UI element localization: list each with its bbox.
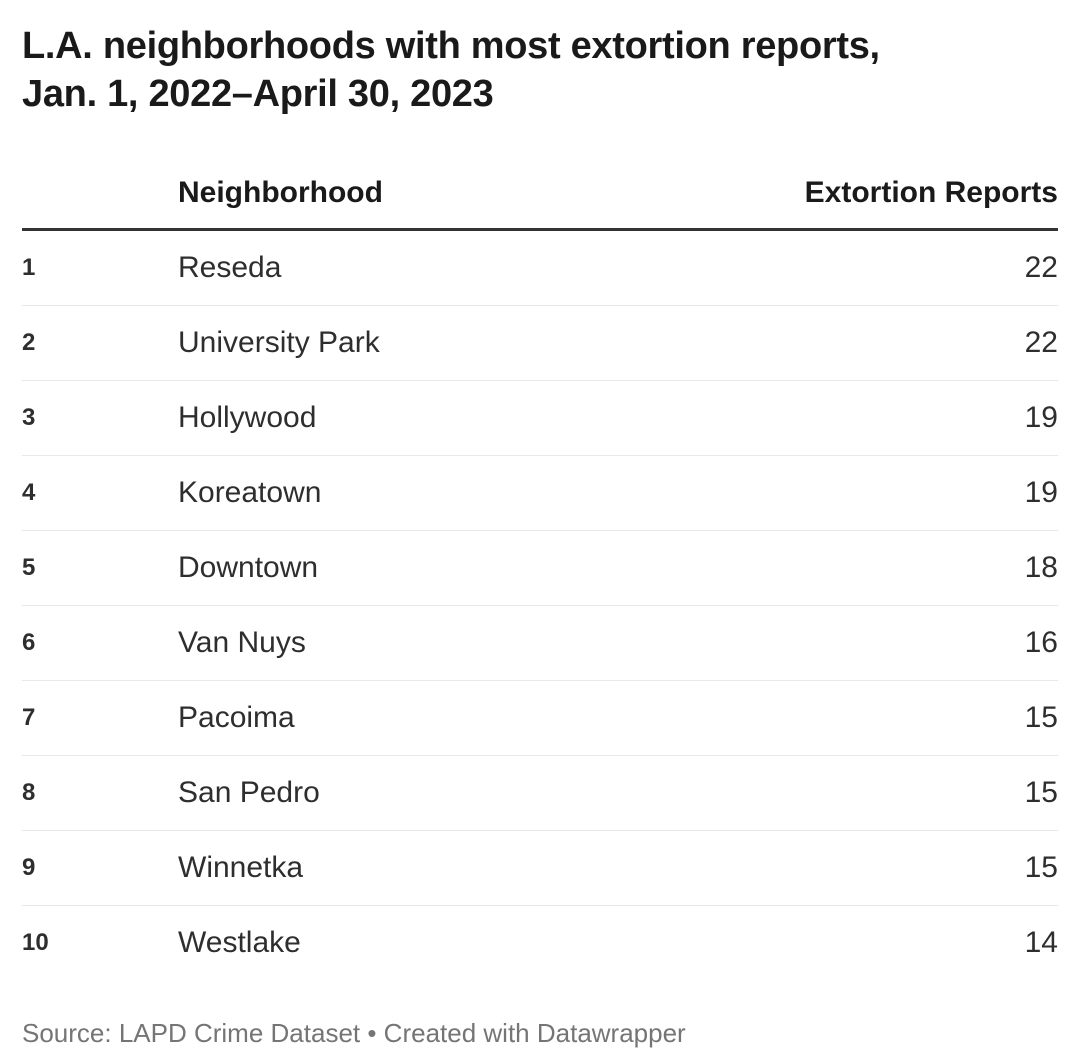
table-row: 4 Koreatown 19 [22, 455, 1058, 530]
reports-cell: 22 [1024, 326, 1058, 359]
neighborhood-cell: Pacoima [178, 701, 295, 734]
neighborhood-cell: Downtown [178, 551, 319, 584]
rank-cell: 10 [22, 929, 49, 956]
chart-title-line-1: L.A. neighborhoods with most extortion r… [22, 25, 880, 67]
reports-cell: 15 [1024, 701, 1058, 734]
reports-cell: 16 [1024, 626, 1058, 659]
rank-cell: 2 [22, 329, 36, 356]
table-row: 9 Winnetka 15 [22, 830, 1058, 905]
neighborhood-cell: Hollywood [178, 401, 317, 434]
reports-cell: 15 [1024, 776, 1058, 809]
table-row: 5 Downtown 18 [22, 530, 1058, 605]
rank-cell: 4 [22, 479, 36, 506]
rank-cell: 7 [22, 704, 36, 731]
reports-cell: 19 [1024, 476, 1058, 509]
reports-cell: 22 [1024, 251, 1058, 284]
column-header-extortion-reports: Extortion Reports [804, 176, 1058, 209]
reports-cell: 14 [1024, 926, 1058, 959]
chart-title: L.A. neighborhoods with most extortion r… [22, 22, 1058, 118]
chart-title-line-2: Jan. 1, 2022–April 30, 2023 [22, 73, 494, 115]
neighborhood-cell: Westlake [178, 926, 301, 959]
neighborhood-cell: Reseda [178, 251, 282, 284]
table-header-row: Neighborhood Extortion Reports [22, 173, 1058, 231]
table-row: 3 Hollywood 19 [22, 380, 1058, 455]
reports-cell: 19 [1024, 401, 1058, 434]
rank-cell: 1 [22, 254, 36, 281]
reports-cell: 18 [1024, 551, 1058, 584]
table-body: 1 Reseda 22 2 University Park 22 3 Holly… [22, 231, 1058, 980]
neighborhood-cell: University Park [178, 326, 380, 359]
rank-cell: 6 [22, 629, 36, 656]
neighborhood-cell: Winnetka [178, 851, 304, 884]
reports-cell: 15 [1024, 851, 1058, 884]
table-row: 2 University Park 22 [22, 305, 1058, 380]
table-row: 7 Pacoima 15 [22, 680, 1058, 755]
table-row: 8 San Pedro 15 [22, 755, 1058, 830]
source-attribution: Source: LAPD Crime Dataset • Created wit… [22, 1018, 686, 1048]
neighborhood-cell: Koreatown [178, 476, 322, 509]
rank-cell: 5 [22, 554, 36, 581]
table-row: 1 Reseda 22 [22, 231, 1058, 305]
rank-cell: 3 [22, 404, 36, 431]
table-row: 10 Westlake 14 [22, 905, 1058, 980]
column-header-neighborhood: Neighborhood [178, 176, 383, 209]
neighborhood-cell: San Pedro [178, 776, 320, 809]
rank-cell: 9 [22, 854, 36, 881]
table-row: 6 Van Nuys 16 [22, 605, 1058, 680]
rank-cell: 8 [22, 779, 36, 806]
neighborhood-cell: Van Nuys [178, 626, 306, 659]
